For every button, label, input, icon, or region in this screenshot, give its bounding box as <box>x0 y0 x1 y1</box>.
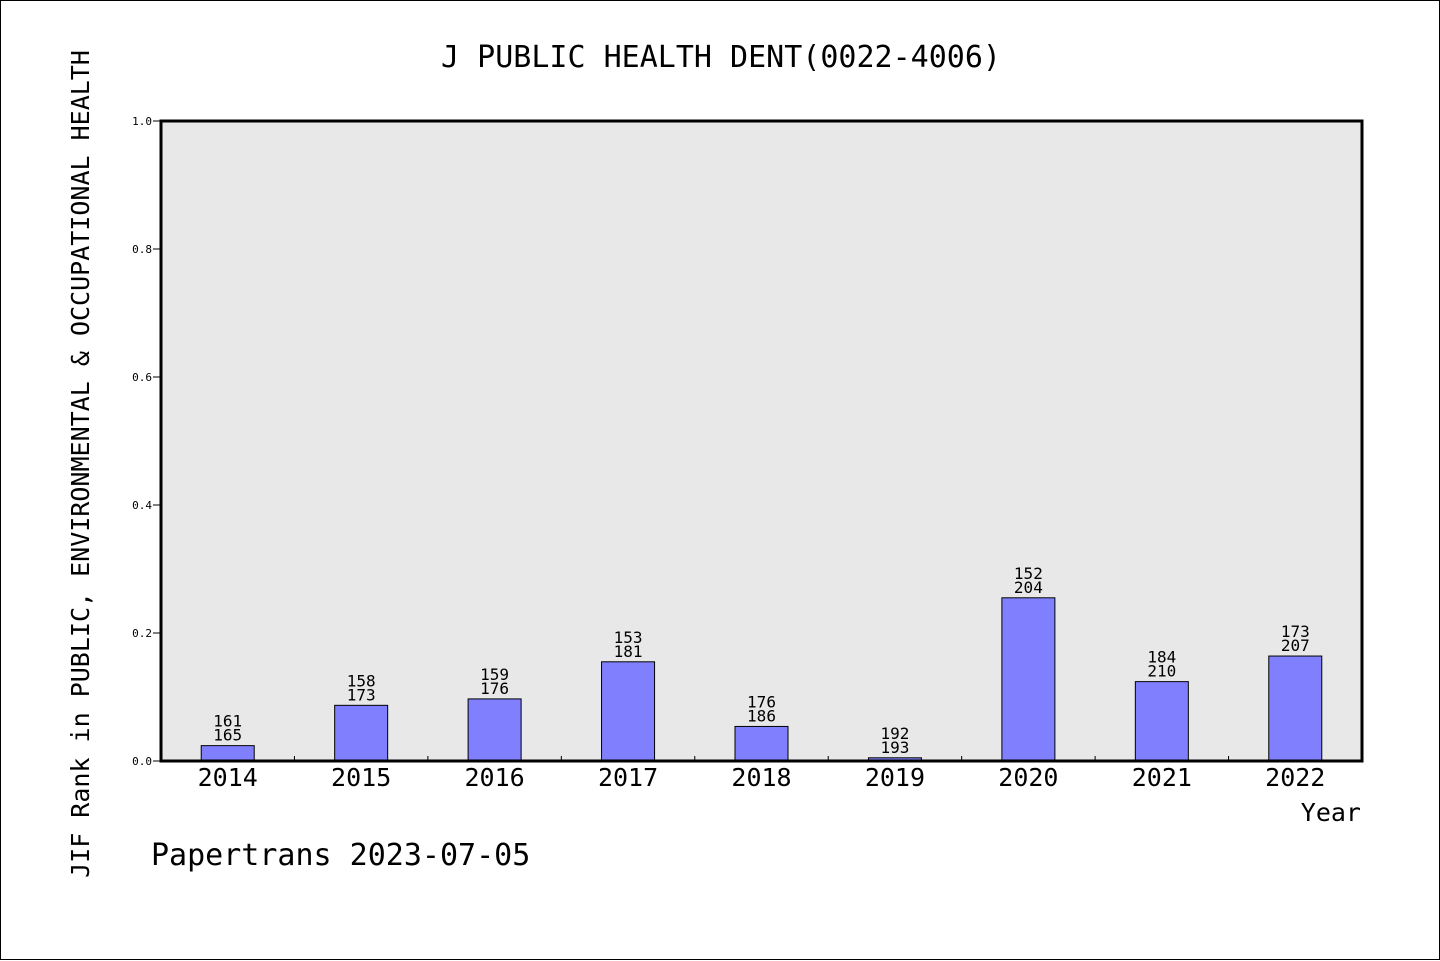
x-tick-label: 2014 <box>198 763 258 792</box>
bar-2022 <box>1268 655 1323 762</box>
plot-border <box>159 119 1364 763</box>
plot-area <box>159 119 1364 763</box>
bar-2020 <box>1001 597 1056 762</box>
footer-credit: Papertrans 2023-07-05 <box>151 838 530 873</box>
x-tick-label: 2015 <box>331 763 391 792</box>
y-axis-label: JIF Rank in PUBLIC, ENVIRONMENTAL & OCCU… <box>66 50 95 878</box>
x-tick-label: 2017 <box>598 763 658 792</box>
bar-total-label: 173 <box>347 685 376 704</box>
bar-2021 <box>1134 681 1189 762</box>
bar-rank-label: 152 <box>1014 564 1043 583</box>
bar-total-label: 165 <box>213 726 242 745</box>
y-tick-label: 0.0 <box>132 755 152 768</box>
x-tick-label: 2021 <box>1132 763 1192 792</box>
bar-total-label: 207 <box>1281 636 1310 655</box>
bar-total-label: 193 <box>880 738 909 757</box>
x-tick-label: 2019 <box>865 763 925 792</box>
bar-total-label: 181 <box>614 642 643 661</box>
y-axis-ticks: 0.0 0.2 0.4 0.6 0.8 1.0 <box>132 115 161 768</box>
bar-total-label: 186 <box>747 706 776 725</box>
bar-total-label: 204 <box>1014 578 1043 597</box>
x-tick-label: 2018 <box>731 763 791 792</box>
bar-rank-label: 173 <box>1281 622 1310 641</box>
bar-rank-label: 158 <box>347 671 376 690</box>
bar-rank-label: 176 <box>747 692 776 711</box>
x-axis-ticks: 2014 2015 2016 2017 2018 2019 2020 2021 2022 <box>198 756 1325 792</box>
bar-rank-label: 153 <box>614 628 643 647</box>
bar-rank-label: 192 <box>880 724 909 743</box>
x-tick-label: 2022 <box>1265 763 1325 792</box>
bars <box>200 597 1323 762</box>
x-tick-label: 2016 <box>465 763 525 792</box>
x-axis-label: Year <box>1301 798 1361 827</box>
chart-title: J PUBLIC HEALTH DENT(0022-4006) <box>441 40 1001 75</box>
y-tick-label: 0.8 <box>132 243 152 256</box>
y-tick-label: 0.2 <box>132 627 152 640</box>
bar-2017 <box>601 661 656 762</box>
bar-rank-label: 161 <box>213 712 242 731</box>
bar-2014 <box>200 745 255 762</box>
bar-labels: 1611651581731591761531811761861921931522… <box>213 564 1309 757</box>
bar-2015 <box>334 704 389 762</box>
x-tick-label: 2020 <box>998 763 1058 792</box>
y-tick-label: 0.4 <box>132 499 152 512</box>
bar-2016 <box>467 698 522 762</box>
bar-rank-label: 184 <box>1147 648 1176 667</box>
y-tick-label: 0.6 <box>132 371 152 384</box>
y-tick-label: 1.0 <box>132 115 152 128</box>
bar-total-label: 176 <box>480 679 509 698</box>
bar-rank-label: 159 <box>480 665 509 684</box>
bar-total-label: 210 <box>1147 662 1176 681</box>
bar-2018 <box>734 725 789 762</box>
